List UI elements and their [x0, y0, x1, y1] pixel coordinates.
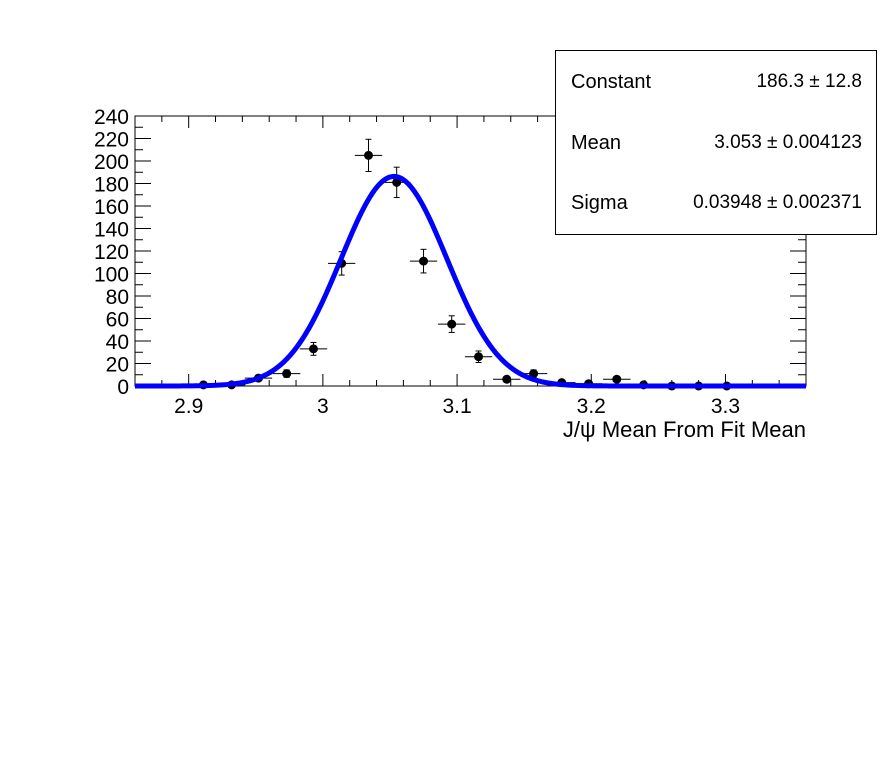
y-tick-label: 220	[94, 129, 129, 152]
y-tick-label: 0	[117, 376, 129, 399]
data-point	[282, 369, 292, 379]
y-tick-label: 80	[106, 286, 129, 309]
data-point	[447, 319, 457, 329]
data-point	[308, 344, 318, 354]
y-tick-label: 200	[94, 151, 129, 174]
data-point	[612, 374, 622, 384]
x-tick-label: 3.2	[577, 395, 606, 418]
data-point	[364, 150, 374, 160]
data-point	[419, 256, 429, 266]
y-tick-label: 20	[106, 354, 129, 377]
stat-row-sigma: Sigma 0.03948 ± 0.002371	[556, 192, 876, 222]
x-tick-label: 3.1	[442, 395, 471, 418]
data-point	[474, 352, 484, 362]
fit-stats-box: Constant 186.3 ± 12.8 Mean 3.053 ± 0.004…	[555, 50, 877, 235]
stat-value: 186.3 ± 12.8	[756, 71, 862, 92]
stat-value: 3.053 ± 0.004123	[714, 132, 862, 153]
y-tick-label: 240	[94, 106, 129, 129]
gaussian-fit-curve	[134, 173, 807, 389]
x-tick-label: 3.3	[711, 395, 740, 418]
x-tick-label: 2.9	[174, 395, 203, 418]
stat-row-constant: Constant 186.3 ± 12.8	[556, 71, 876, 101]
data-marks	[134, 138, 807, 391]
stat-row-mean: Mean 3.053 ± 0.004123	[556, 132, 876, 162]
y-tick-label: 120	[94, 241, 129, 264]
y-tick-label: 180	[94, 174, 129, 197]
stat-value: 0.03948 ± 0.002371	[693, 192, 862, 213]
x-tick-label: 3	[317, 395, 329, 418]
stat-name: Sigma	[571, 192, 628, 214]
data-point	[392, 177, 402, 187]
data-point	[502, 374, 512, 384]
y-tick-label: 160	[94, 196, 129, 219]
y-tick-label: 60	[106, 309, 129, 332]
x-axis-label: J/ψ Mean From Fit Mean	[563, 417, 806, 442]
y-tick-label: 100	[94, 264, 129, 287]
y-tick-label: 140	[94, 219, 129, 242]
axes: 2.9 3 3.1 3.2 3.3 020406080100120140160180200…	[94, 106, 807, 418]
data-point	[529, 369, 539, 379]
stat-name: Mean	[571, 132, 622, 154]
y-tick-label: 40	[106, 331, 129, 354]
stat-name: Constant	[571, 71, 652, 93]
